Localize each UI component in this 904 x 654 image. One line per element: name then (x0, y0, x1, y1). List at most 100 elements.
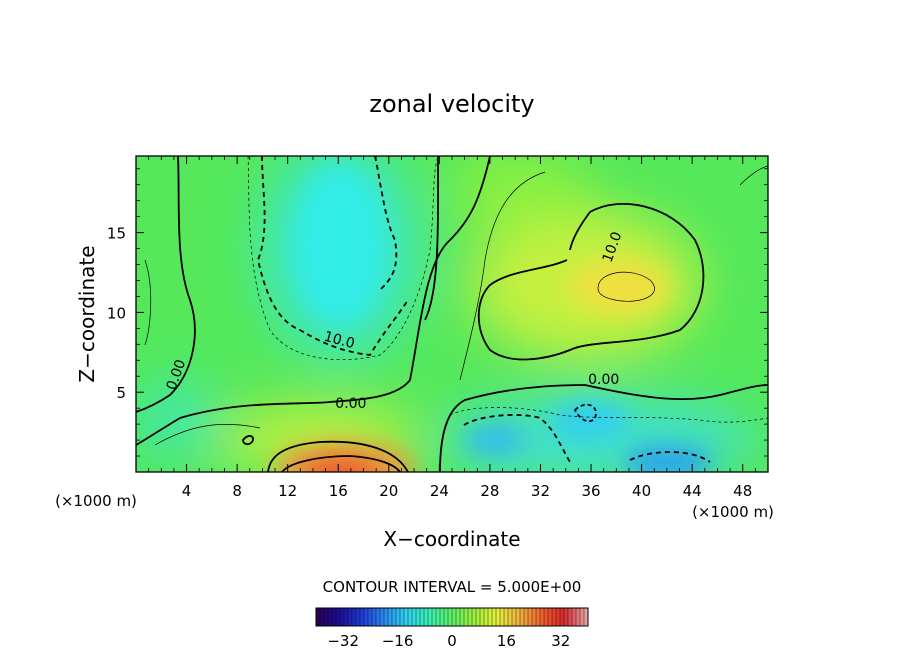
colorbar-frame (315, 607, 589, 627)
colorbar-segment (420, 608, 425, 626)
colorbar-tick-label: 0 (447, 632, 457, 650)
colorbar-segment (448, 608, 453, 626)
colorbar-tick-label: −16 (382, 632, 414, 650)
bold-contours (136, 156, 768, 472)
colorbar-segment (364, 608, 369, 626)
x-tick-label: 24 (430, 482, 449, 500)
contour-label: 10.0 (322, 329, 356, 353)
colorbar-segment (532, 608, 537, 626)
x-tick-label: 48 (733, 482, 752, 500)
colorbar-segment (560, 608, 565, 626)
colorbar-segment (504, 608, 509, 626)
colorbar-tick-label: 32 (551, 632, 570, 650)
contour-label: 0.00 (335, 396, 366, 412)
colorbar-segment (460, 608, 465, 626)
colorbar-tick-label: −32 (327, 632, 359, 650)
colorbar-segment (500, 608, 505, 626)
colorbar-segment (556, 608, 561, 626)
x-tick-label: 36 (581, 482, 600, 500)
colorbar-segment (480, 608, 485, 626)
y-tick-label: 5 (116, 384, 126, 402)
x-axis-label: X−coordinate (383, 527, 520, 551)
colorbar-segment (376, 608, 381, 626)
colorbar-segment (416, 608, 421, 626)
contour-interval-note: CONTOUR INTERVAL = 5.000E+00 (323, 578, 582, 596)
colorbar-segment (524, 608, 529, 626)
colorbar-segment (408, 608, 413, 626)
colorbar-segment (512, 608, 517, 626)
colorbar-segment (384, 608, 389, 626)
y-tick-label: 15 (107, 225, 126, 243)
colorbar-segment (328, 608, 333, 626)
x-tick-label: 16 (329, 482, 348, 500)
colorbar-segment (396, 608, 401, 626)
colorbar-segment (564, 608, 569, 626)
colorbar-tick-labels: −32 −16 0 16 32 (327, 632, 570, 650)
colorbar-tick-label: 16 (497, 632, 516, 650)
colorbar-segment (436, 608, 441, 626)
thin-contours (144, 156, 768, 446)
colorbar-segment (540, 608, 545, 626)
colorbar-segment (316, 608, 321, 626)
colorbar-segment (348, 608, 353, 626)
colorbar-segment (372, 608, 377, 626)
colorbar-segment (548, 608, 553, 626)
colorbar-segment (444, 608, 449, 626)
colorbar-segment (412, 608, 417, 626)
colorbar-segment (580, 608, 585, 626)
colorbar-segment (352, 608, 357, 626)
colorbar-segment (380, 608, 385, 626)
x-tick-label: 12 (278, 482, 297, 500)
colorbar-segment (432, 608, 437, 626)
colorbar-segment (492, 608, 497, 626)
colorbar-segment (520, 608, 525, 626)
colorbar-segment (572, 608, 577, 626)
colorbar-segment (508, 608, 513, 626)
x-tick-label: 4 (182, 482, 192, 500)
colorbar-segment (324, 608, 329, 626)
y-axis: 5 10 15 (107, 168, 768, 457)
colorbar-segment (360, 608, 365, 626)
colorbar-segment (400, 608, 405, 626)
colorbar-segment (344, 608, 349, 626)
colorbar-segment (468, 608, 473, 626)
colorbar-segment (340, 608, 345, 626)
colorbar-segment (428, 608, 433, 626)
colorbar (315, 607, 589, 627)
colorbar-segment (392, 608, 397, 626)
x-unit-right: (×1000 m) (692, 503, 774, 521)
colorbar-segment (496, 608, 501, 626)
contour-label: 0.00 (588, 372, 619, 388)
colorbar-segment (576, 608, 581, 626)
y-tick-label: 10 (107, 304, 126, 322)
x-tick-label: 32 (531, 482, 550, 500)
x-tick-label: 28 (480, 482, 499, 500)
colorbar-segment (516, 608, 521, 626)
colorbar-segment (320, 608, 325, 626)
x-unit-left: (×1000 m) (55, 492, 137, 510)
colorbar-segment (356, 608, 361, 626)
colorbar-segment (568, 608, 573, 626)
colorbar-segment (476, 608, 481, 626)
colorbar-segment (536, 608, 541, 626)
colorbar-segment (552, 608, 557, 626)
colorbar-segment (528, 608, 533, 626)
colorbar-segment (484, 608, 489, 626)
colorbar-segment (404, 608, 409, 626)
y-axis-label: Z−coordinate (75, 245, 99, 382)
chart-title: zonal velocity (369, 90, 534, 118)
colorbar-segment (488, 608, 493, 626)
colorbar-segment (368, 608, 373, 626)
colorbar-segment (336, 608, 341, 626)
colorbar-segment (584, 608, 589, 626)
colorbar-segment (472, 608, 477, 626)
colorbar-segment (544, 608, 549, 626)
x-axis: 4 8 12 16 20 24 28 32 36 40 44 48 (148, 156, 756, 500)
colorbar-segment (464, 608, 469, 626)
x-tick-label: 44 (683, 482, 702, 500)
colorbar-segment (440, 608, 445, 626)
colorbar-segment (424, 608, 429, 626)
plot-area (136, 156, 768, 472)
colorbar-segment (388, 608, 393, 626)
